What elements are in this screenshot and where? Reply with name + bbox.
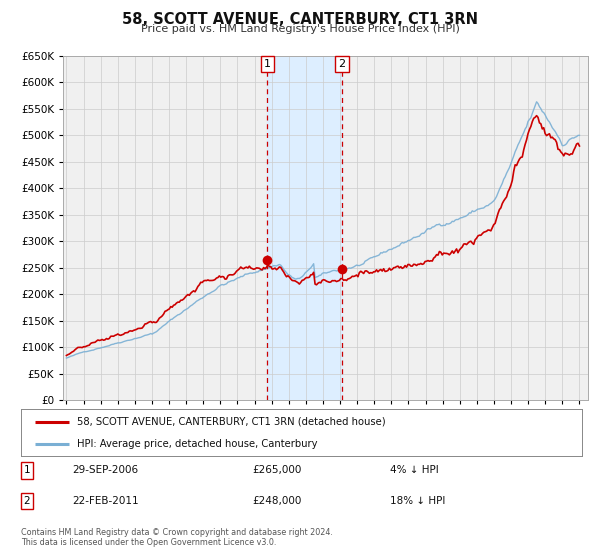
Text: Price paid vs. HM Land Registry's House Price Index (HPI): Price paid vs. HM Land Registry's House …: [140, 24, 460, 34]
Text: 2: 2: [23, 496, 31, 506]
Text: 4% ↓ HPI: 4% ↓ HPI: [390, 465, 439, 475]
Bar: [268, 56, 342, 400]
Text: 29-SEP-2006: 29-SEP-2006: [72, 465, 138, 475]
Text: HPI: Average price, detached house, Canterbury: HPI: Average price, detached house, Cant…: [77, 438, 317, 449]
Text: Contains HM Land Registry data © Crown copyright and database right 2024.
This d: Contains HM Land Registry data © Crown c…: [21, 528, 333, 547]
Text: 1: 1: [264, 59, 271, 69]
Text: 22-FEB-2011: 22-FEB-2011: [72, 496, 139, 506]
Text: 18% ↓ HPI: 18% ↓ HPI: [390, 496, 445, 506]
Text: 2: 2: [338, 59, 346, 69]
Text: £265,000: £265,000: [252, 465, 301, 475]
Text: £248,000: £248,000: [252, 496, 301, 506]
Text: 1: 1: [23, 465, 31, 475]
Text: 58, SCOTT AVENUE, CANTERBURY, CT1 3RN (detached house): 58, SCOTT AVENUE, CANTERBURY, CT1 3RN (d…: [77, 417, 386, 427]
Text: 58, SCOTT AVENUE, CANTERBURY, CT1 3RN: 58, SCOTT AVENUE, CANTERBURY, CT1 3RN: [122, 12, 478, 27]
